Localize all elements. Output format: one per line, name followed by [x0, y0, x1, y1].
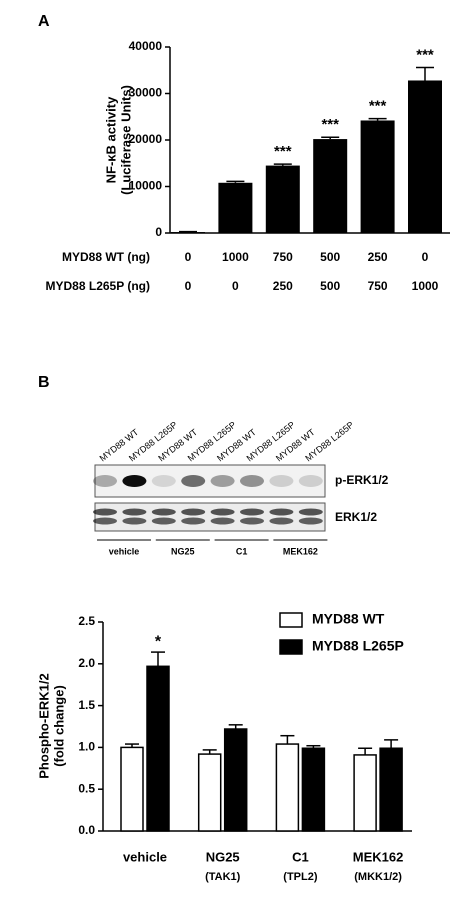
band	[122, 517, 147, 525]
band	[122, 475, 147, 487]
row-value: 0	[185, 279, 192, 293]
panel-label: A	[38, 13, 50, 30]
row-value: 750	[368, 279, 388, 293]
band	[151, 517, 176, 525]
y-axis-label: (Luciferase Units)	[118, 85, 133, 195]
row-value: 0	[232, 279, 239, 293]
group-label: C1	[236, 546, 248, 556]
bar	[408, 80, 442, 233]
band	[151, 508, 176, 516]
row-value: 0	[422, 250, 429, 264]
band	[93, 508, 117, 516]
band	[240, 475, 264, 487]
band	[240, 517, 264, 525]
band-label: p-ERK1/2	[335, 473, 389, 487]
y-tick-label: 10000	[129, 179, 163, 193]
group-label: vehicle	[109, 546, 140, 556]
band	[181, 517, 206, 525]
bar	[218, 182, 253, 233]
band	[93, 517, 117, 525]
band	[269, 475, 294, 487]
row-value: 500	[320, 279, 340, 293]
lane-label: MYD88 L265P	[245, 420, 297, 464]
band	[269, 517, 294, 525]
band	[181, 475, 206, 487]
bar	[265, 165, 300, 233]
significance: ***	[274, 143, 292, 160]
row-value: 500	[320, 250, 340, 264]
bar	[120, 746, 144, 832]
bar	[353, 754, 377, 832]
bar	[379, 747, 403, 832]
group-label: MEK162	[283, 546, 318, 556]
y-tick-label: 2.5	[78, 614, 95, 628]
band	[240, 508, 264, 516]
row-label: MYD88 L265P (ng)	[46, 279, 150, 293]
lane-label: MYD88 L265P	[303, 420, 355, 464]
panel-label: B	[38, 374, 50, 391]
y-axis-label: NF-κB activity	[103, 96, 118, 183]
significance: ***	[369, 98, 387, 115]
significance: ***	[321, 116, 339, 133]
group-label: NG25	[171, 546, 195, 556]
lane-label: MYD88 L265P	[127, 420, 179, 464]
bar	[223, 728, 248, 832]
x-tick-label: NG25	[206, 849, 240, 864]
band	[269, 508, 294, 516]
x-tick-label: C1	[292, 849, 309, 864]
band	[210, 517, 235, 525]
band-label: ERK1/2	[335, 510, 377, 524]
y-axis-label: Phospho-ERK1/2	[36, 673, 51, 778]
legend-label: MYD88 L265P	[312, 638, 404, 654]
band	[210, 475, 235, 487]
y-tick-label: 1.5	[78, 698, 95, 712]
x-tick-label: MEK162	[353, 849, 404, 864]
x-tick-note: (TPL2)	[283, 871, 318, 883]
band	[298, 508, 323, 516]
row-value: 1000	[222, 250, 249, 264]
y-tick-label: 40000	[129, 39, 163, 53]
row-label: MYD88 WT (ng)	[62, 250, 150, 264]
band	[298, 475, 323, 487]
band	[151, 475, 176, 487]
bar	[313, 139, 348, 233]
y-tick-label: 20000	[129, 132, 163, 146]
y-tick-label: 30000	[129, 86, 163, 100]
x-tick-note: (TAK1)	[205, 871, 241, 883]
blot-box	[94, 502, 326, 532]
band	[93, 475, 117, 487]
row-value: 1000	[412, 279, 439, 293]
bar	[171, 232, 205, 233]
bar	[275, 743, 300, 832]
row-value: 250	[273, 279, 293, 293]
y-tick-label: 0	[155, 225, 162, 239]
bar	[360, 120, 395, 233]
y-tick-label: 2.0	[78, 656, 95, 670]
row-value: 250	[368, 250, 388, 264]
bar	[301, 747, 326, 832]
y-tick-label: 0.5	[78, 781, 95, 795]
lane-label: MYD88 L265P	[186, 420, 238, 464]
legend-swatch	[279, 612, 303, 628]
row-value: 750	[273, 250, 293, 264]
x-tick-label: vehicle	[123, 849, 167, 864]
bar	[146, 665, 170, 832]
bar	[197, 753, 222, 832]
legend-label: MYD88 WT	[312, 611, 385, 627]
y-tick-label: 0.0	[78, 823, 95, 837]
legend-swatch	[279, 639, 303, 655]
significance: ***	[416, 46, 434, 63]
band	[122, 508, 147, 516]
y-tick-label: 1.0	[78, 740, 95, 754]
significance: *	[155, 633, 162, 650]
y-axis-label: (fold change)	[51, 685, 66, 767]
x-tick-note: (MKK1/2)	[354, 871, 402, 883]
band	[181, 508, 206, 516]
band	[210, 508, 235, 516]
row-value: 0	[185, 250, 192, 264]
band	[298, 517, 323, 525]
